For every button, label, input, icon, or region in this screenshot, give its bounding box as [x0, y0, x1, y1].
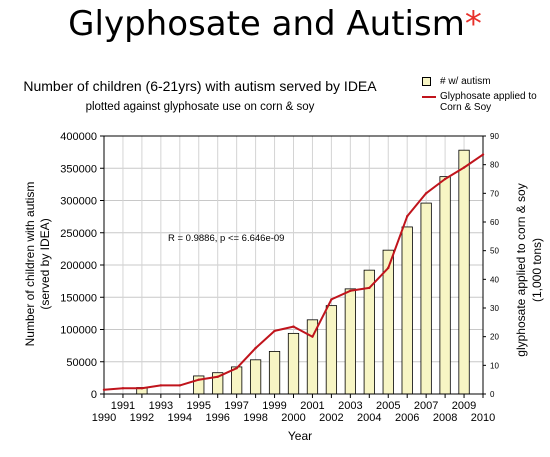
x-tick-label-upper: 1999 — [262, 400, 286, 412]
bar-2006 — [401, 226, 413, 395]
y2-tick-label: 80 — [490, 161, 499, 170]
page-title-text: Glyphosate and Autism — [68, 4, 465, 44]
x-tick-label-upper: 2009 — [452, 400, 476, 412]
title-asterisk: * — [464, 4, 482, 44]
page-title: Glyphosate and Autism* — [0, 4, 550, 44]
x-tick-label-lower: 1998 — [243, 412, 267, 424]
glyphosate-point-2005 — [387, 266, 390, 270]
legend-bar-swatch — [422, 77, 431, 86]
x-axis-ticks: 1991 1993 1995 1997 1999 2001 2003 2005 2007 2009… — [92, 394, 495, 424]
glyphosate-point-2003 — [349, 289, 352, 292]
glyphosate-line-group — [102, 153, 485, 391]
y-tick-label: 250000 — [60, 228, 97, 240]
y-axis-ticks: 0 50000 100000 150000 200000 250000 300000 3500… — [60, 131, 104, 401]
bar-2002 — [325, 305, 338, 395]
y2-tick-label: 10 — [490, 361, 499, 370]
x-tick-label-lower: 1994 — [168, 412, 192, 424]
glyphosate-point-1999 — [273, 329, 276, 333]
y2-tick-label: 90 — [490, 132, 499, 141]
y2-tick-label: 60 — [490, 218, 499, 227]
x-tick-label-lower: 1992 — [130, 412, 154, 424]
glyphosate-point-2002 — [330, 298, 333, 301]
y2-axis-label: glyphosate applied to corn & soy — [514, 183, 528, 356]
legend-label-autism: # w/ autism — [440, 76, 491, 87]
y-tick-label: 0 — [91, 389, 97, 401]
glyphosate-point-2009 — [462, 166, 466, 169]
y2-tick-label: 0 — [490, 390, 495, 399]
glyphosate-point-1996 — [216, 375, 219, 378]
glyphosate-point-1998 — [254, 346, 257, 350]
y-tick-label: 350000 — [60, 163, 97, 175]
x-tick-label-lower: 2004 — [357, 412, 381, 424]
x-axis-label: Year — [288, 429, 312, 443]
bars — [136, 149, 470, 395]
bar-1999 — [268, 351, 281, 395]
glyphosate-point-2000 — [292, 325, 295, 328]
bar-1998 — [249, 359, 262, 395]
y-tick-label: 50000 — [66, 357, 97, 369]
bar-2007 — [420, 202, 432, 395]
x-tick-label-lower: 2006 — [395, 412, 419, 424]
chart-subtitle: plotted against glyphosate use on corn &… — [85, 101, 315, 113]
y2-tick-label: 40 — [490, 275, 499, 284]
bar-2009 — [458, 149, 470, 395]
x-tick-label-upper: 2003 — [338, 400, 362, 412]
glyphosate-point-1991 — [121, 387, 125, 390]
correlation-annotation: R = 0.9886, p <= 6.646e-09 — [168, 233, 284, 244]
bar-2000 — [287, 332, 300, 395]
glyphosate-point-2001 — [311, 335, 314, 338]
y-tick-label: 300000 — [60, 196, 97, 208]
glyphosate-point-2008 — [443, 177, 447, 181]
glyphosate-point-2007 — [424, 192, 428, 195]
glyphosate-point-1992 — [140, 387, 144, 390]
x-tick-label-lower: 2000 — [281, 412, 305, 424]
y-axis-label-line2: (served by IDEA) — [38, 218, 52, 309]
legend-line-swatch — [422, 96, 436, 98]
legend-label-glyphosate: Glyphosate applied to Corn & Soy — [440, 91, 537, 113]
glyphosate-point-2004 — [368, 286, 371, 290]
y-tick-label: 200000 — [60, 260, 97, 272]
y-tick-label: 100000 — [60, 325, 97, 337]
x-tick-label-upper: 1993 — [149, 400, 173, 412]
x-tick-label-lower: 1996 — [205, 412, 229, 424]
y-tick-label: 400000 — [60, 131, 97, 143]
x-tick-label-lower: 2010 — [471, 412, 495, 424]
y2-tick-label: 20 — [490, 333, 499, 342]
y2-axis-label-line2: (1,000 tons) — [530, 238, 544, 302]
glyphosate-point-1994 — [178, 384, 181, 387]
x-tick-label-upper: 2001 — [300, 400, 324, 412]
glyphosate-point-1995 — [197, 378, 200, 381]
x-tick-label-upper: 1997 — [224, 400, 248, 412]
y-axis-label: Number of children with autism — [23, 182, 37, 347]
x-tick-label-lower: 2008 — [433, 412, 457, 424]
y2-tick-label: 70 — [490, 189, 499, 198]
bar-1997 — [231, 366, 243, 395]
y-tick-label: 150000 — [60, 292, 97, 304]
x-tick-label-upper: 1995 — [187, 400, 211, 412]
x-tick-label-lower: 1990 — [92, 412, 116, 424]
x-tick-label-upper: 2007 — [414, 400, 438, 412]
bar-2003 — [344, 288, 356, 395]
chart-title: Number of children (6-21yrs) with autism… — [23, 78, 377, 94]
y2-axis-ticks: 0 10 20 30 40 50 60 70 80 90 — [483, 132, 499, 399]
y2-tick-label: 30 — [490, 304, 499, 313]
x-tick-label-upper: 2005 — [376, 400, 400, 412]
x-tick-label-lower: 2002 — [319, 412, 343, 424]
y2-tick-label: 50 — [490, 247, 499, 256]
glyphosate-point-1993 — [159, 384, 163, 387]
glyphosate-point-2006 — [406, 215, 409, 218]
glyphosate-point-1997 — [235, 367, 238, 370]
glyphosate-point-1990 — [102, 388, 106, 391]
bar-2008 — [439, 176, 451, 395]
x-tick-label-upper: 1991 — [111, 400, 135, 412]
glyphosate-point-2010 — [481, 153, 485, 156]
